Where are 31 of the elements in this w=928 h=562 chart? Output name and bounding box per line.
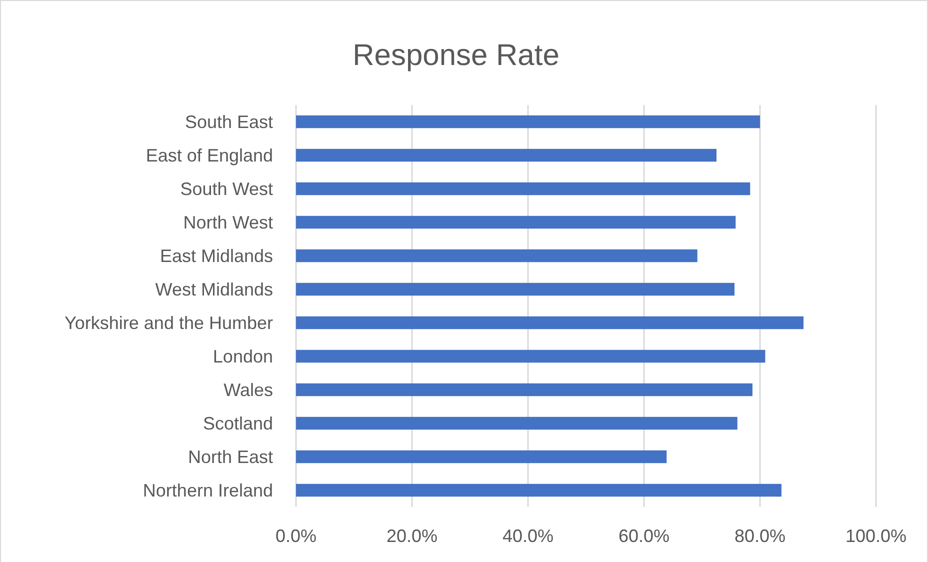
y-tick-label: East Midlands xyxy=(160,246,273,266)
y-tick-label: South West xyxy=(180,179,273,200)
bar xyxy=(296,383,752,396)
bar xyxy=(296,416,738,430)
bar xyxy=(296,282,734,296)
y-tick-label: Yorkshire and the Humber xyxy=(64,313,274,334)
x-tick-label: 60.0% xyxy=(618,526,670,546)
chart-title: Response Rate xyxy=(352,39,560,72)
x-tick-label: 20.0% xyxy=(386,526,438,546)
y-tick-label: North East xyxy=(188,447,273,468)
y-tick-label: Northern Ireland xyxy=(142,480,273,501)
bar xyxy=(296,484,782,497)
y-tick-label: London xyxy=(212,346,273,367)
x-tick-label: 0.0% xyxy=(275,526,317,546)
bar xyxy=(296,148,716,162)
x-tick-label: 40.0% xyxy=(502,526,554,546)
y-tick-label: Scotland xyxy=(202,414,273,434)
bar xyxy=(296,249,698,262)
x-tick-label: 80.0% xyxy=(734,526,786,546)
bar xyxy=(296,182,750,196)
y-tick-label: North West xyxy=(183,212,273,233)
bar xyxy=(296,115,760,128)
bar xyxy=(296,350,766,363)
y-tick-label: East of England xyxy=(146,146,273,166)
y-tick-label: South East xyxy=(184,112,273,132)
y-tick-label: Wales xyxy=(224,380,273,400)
bar xyxy=(296,450,667,464)
y-tick-label: West Midlands xyxy=(155,280,273,300)
x-tick-label: 100.0% xyxy=(845,526,907,546)
bar xyxy=(296,316,804,330)
bar xyxy=(296,216,736,229)
